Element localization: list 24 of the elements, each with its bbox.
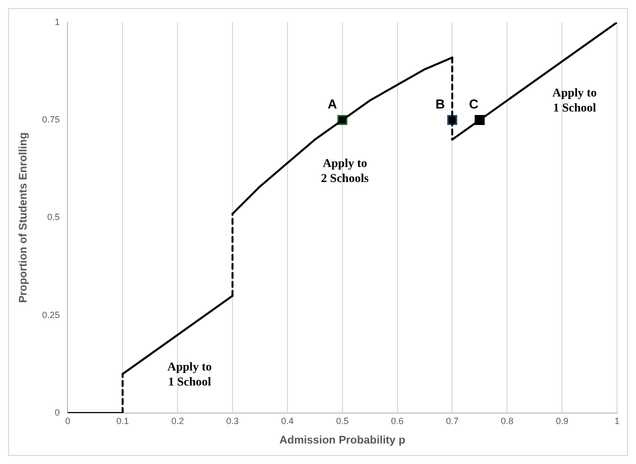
annotation: A (328, 96, 338, 112)
y-tick-label: 0 (54, 407, 60, 418)
x-tick-label: 0.2 (171, 416, 184, 426)
y-tick-label: 0.5 (47, 212, 60, 222)
x-tick-label: 0.5 (336, 416, 349, 426)
x-tick-label: 1 (614, 416, 620, 426)
y-axis-title: Proportion of Students Enrolling (18, 132, 30, 303)
y-tick-label: 1 (54, 16, 60, 27)
annotation: Apply to 1 School (167, 359, 212, 388)
x-tick-label: 0.9 (556, 416, 568, 426)
annotation: Apply to 2 Schools (321, 156, 370, 186)
annotation: C (468, 96, 479, 112)
annotation: Apply to 1 School (552, 86, 597, 115)
y-tick-label: 0.25 (42, 310, 60, 320)
x-tick-label: 0.1 (116, 416, 129, 426)
x-tick-label: 0.3 (226, 416, 239, 426)
x-tick-label: 0.8 (500, 416, 514, 426)
x-tick-label: 0 (65, 416, 70, 426)
y-tick-label: 0.75 (42, 114, 60, 125)
x-axis-title: Admission Probability p (279, 434, 406, 446)
x-tick-label: 0.4 (281, 416, 294, 426)
x-tick-label: 0.7 (446, 416, 458, 426)
annotation: B (436, 96, 445, 112)
x-tick-label: 0.6 (391, 416, 404, 426)
